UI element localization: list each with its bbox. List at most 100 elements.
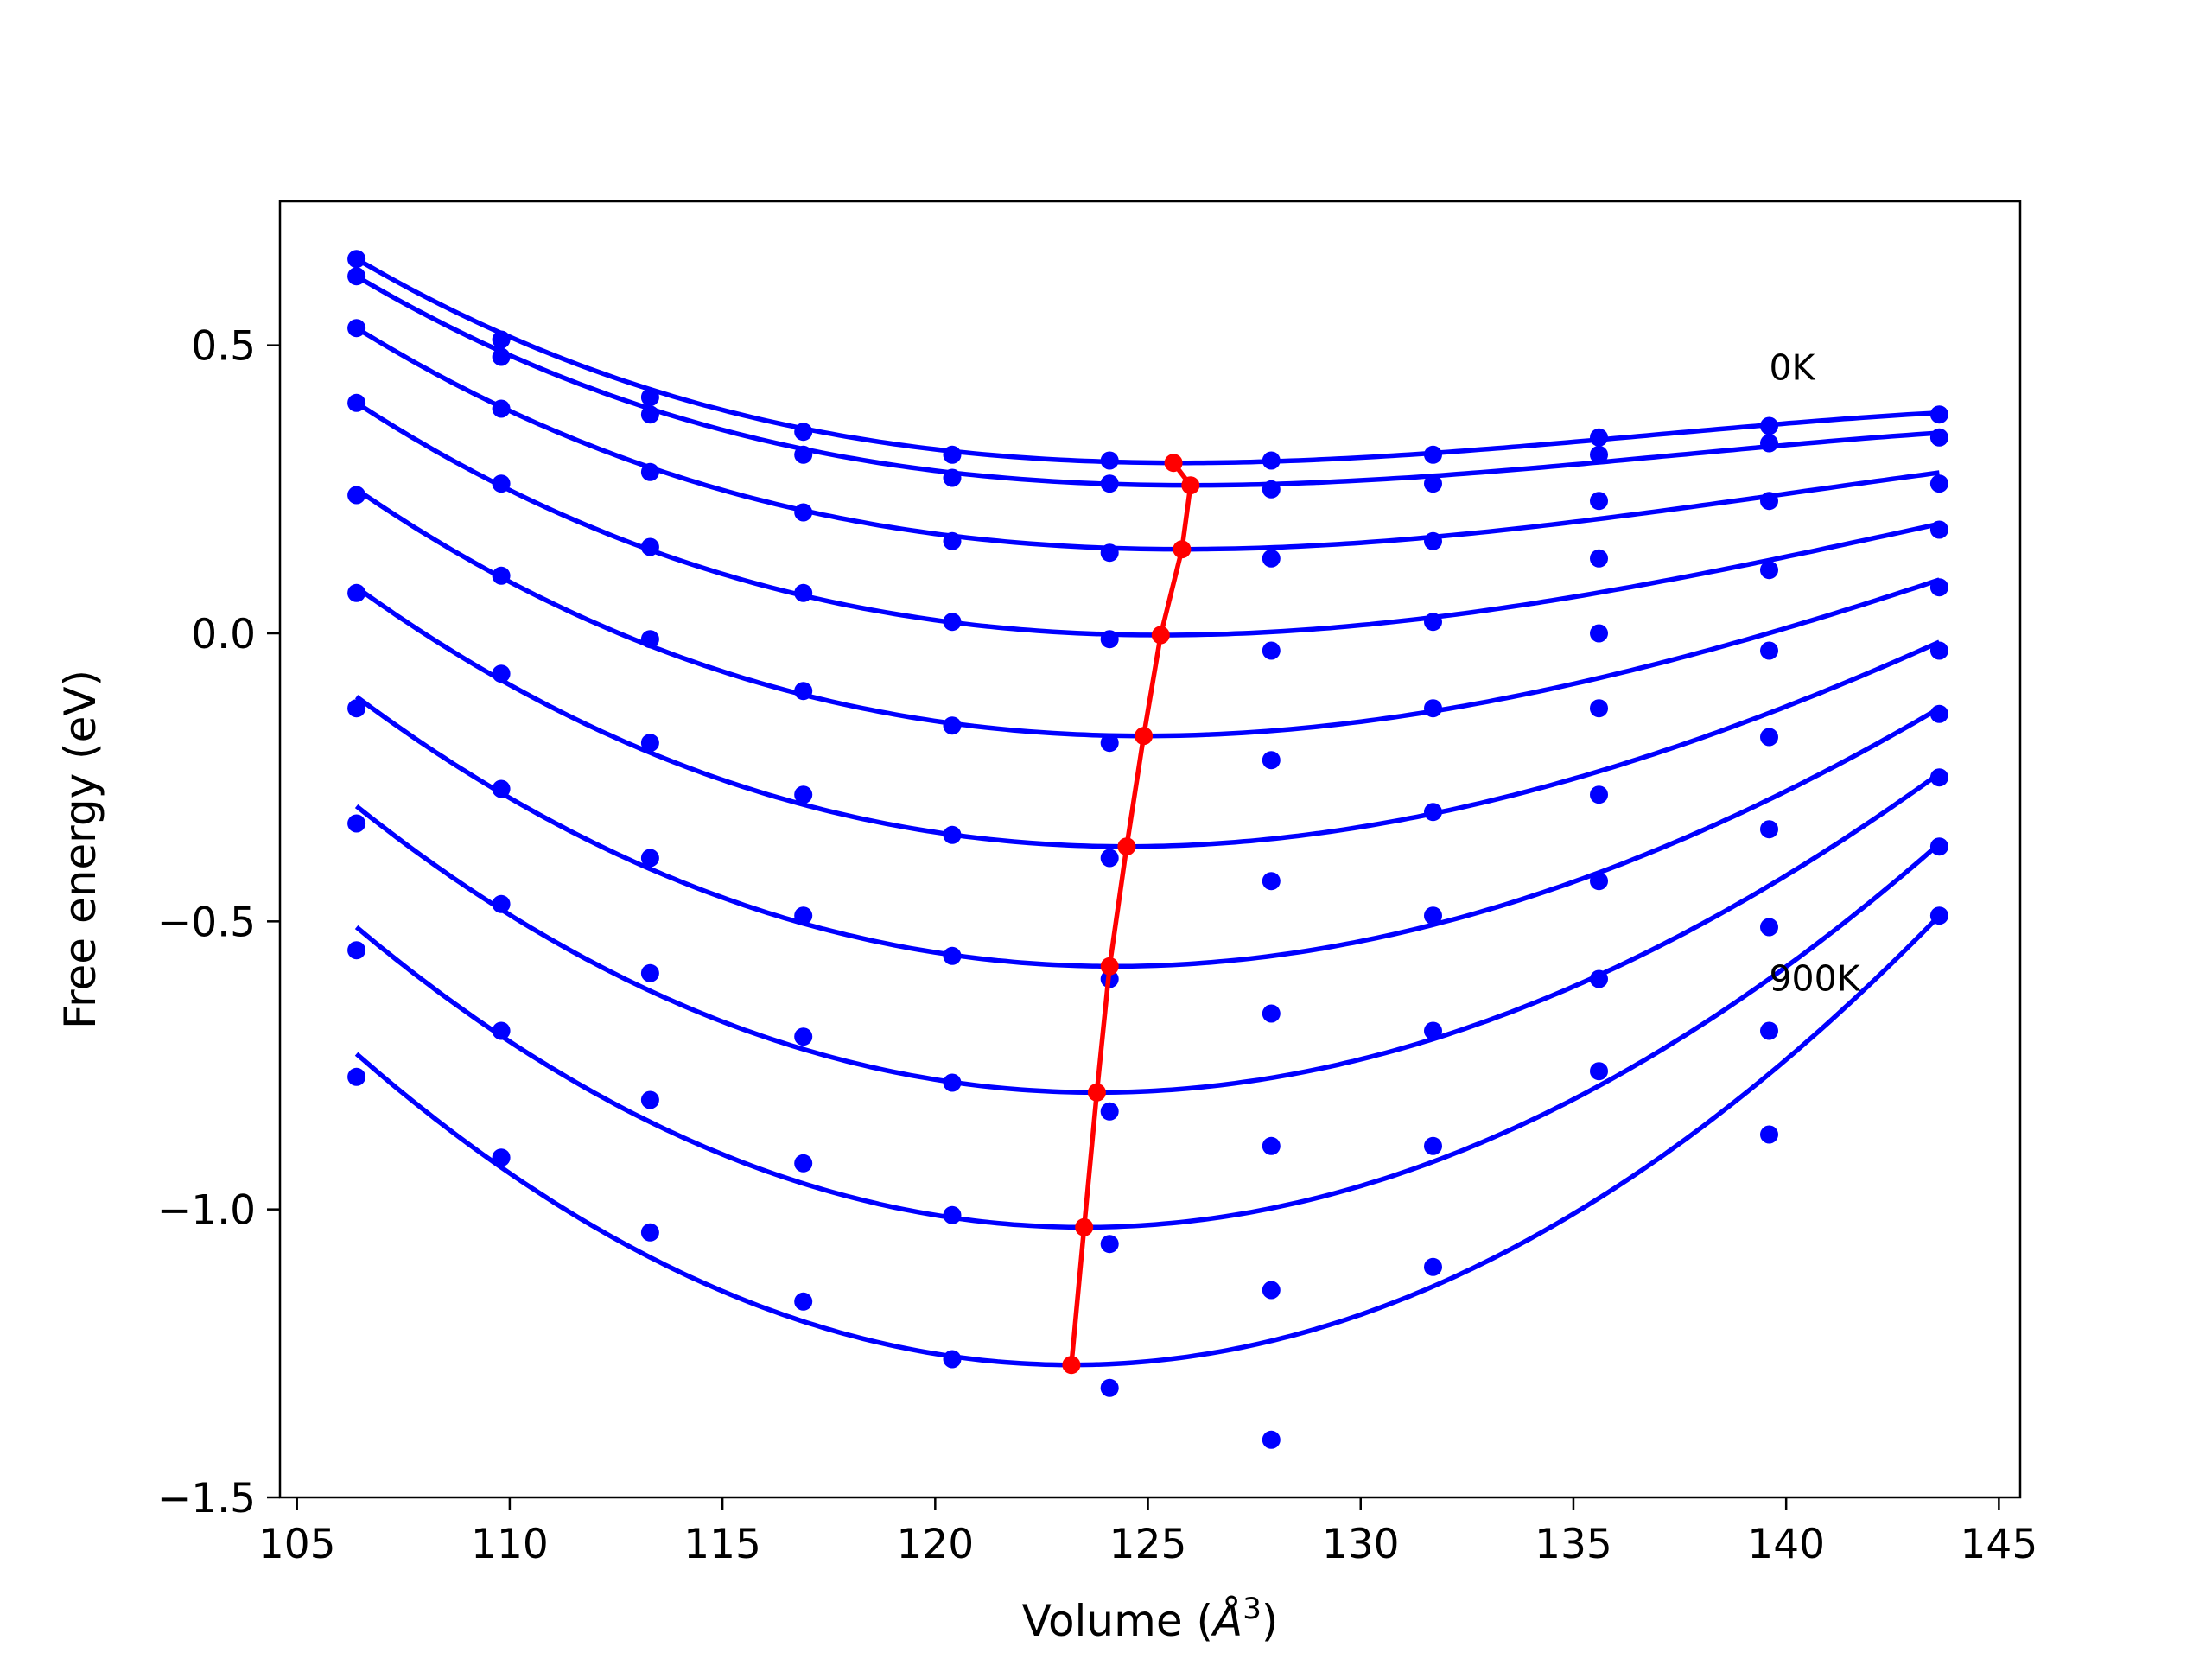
- data-point: [1929, 578, 1948, 597]
- fit-curve-2: [355, 326, 1940, 552]
- data-point: [1760, 1021, 1778, 1040]
- data-point: [943, 716, 962, 735]
- data-point: [1929, 906, 1948, 925]
- data-point: [1424, 474, 1442, 493]
- data-point: [1760, 641, 1778, 660]
- data-point: [943, 946, 962, 965]
- data-point: [794, 445, 813, 464]
- data-point: [1262, 1136, 1281, 1155]
- data-point: [1590, 872, 1608, 891]
- data-point: [640, 1090, 659, 1109]
- y-tick-label: −1.5: [157, 1475, 256, 1522]
- data-point: [492, 779, 511, 798]
- data-point: [492, 1021, 511, 1040]
- data-point: [1424, 699, 1442, 718]
- minimum-marker: [1164, 454, 1183, 473]
- fit-curve-1: [355, 274, 1940, 488]
- minimum-marker: [1173, 540, 1192, 559]
- data-point: [943, 468, 962, 487]
- data-point: [1424, 803, 1442, 822]
- data-point: [1760, 918, 1778, 937]
- data-point: [1100, 474, 1119, 493]
- data-point: [347, 486, 366, 505]
- data-point: [640, 630, 659, 649]
- data-point: [347, 319, 366, 338]
- data-point: [1760, 492, 1778, 511]
- data-point: [640, 388, 659, 407]
- y-axis: −1.5 −1.0 −0.5 0.0 0.5: [157, 323, 280, 1522]
- series-1-points: [347, 267, 1948, 499]
- data-point: [1100, 849, 1119, 868]
- data-point: [347, 583, 366, 602]
- x-tick-label: 135: [1535, 1521, 1612, 1568]
- series-2-points: [347, 319, 1948, 568]
- data-point: [1262, 1281, 1281, 1300]
- data-point: [1760, 1125, 1778, 1144]
- data-point: [1100, 1378, 1119, 1397]
- data-point: [492, 894, 511, 913]
- data-point: [943, 531, 962, 550]
- data-point: [640, 849, 659, 868]
- series-7-points: [347, 768, 1948, 1155]
- minima-markers: [1062, 454, 1200, 1375]
- minima-line: [1069, 461, 1193, 1365]
- y-tick-label: −1.0: [157, 1187, 256, 1235]
- data-point: [1929, 405, 1948, 424]
- x-tick-label: 120: [896, 1521, 974, 1568]
- data-point: [1760, 434, 1778, 453]
- minimum-marker: [1117, 837, 1136, 856]
- data-point: [1100, 734, 1119, 753]
- data-point: [492, 1148, 511, 1167]
- fit-curve-7: [354, 771, 1942, 1096]
- minimum-marker: [1075, 1217, 1094, 1236]
- minimum-marker: [1062, 1356, 1081, 1375]
- data-point: [640, 1223, 659, 1242]
- series-6-points: [347, 699, 1948, 1023]
- fit-curve-8: [354, 842, 1942, 1230]
- fit-curve-5: [355, 585, 1941, 849]
- minimum-marker: [1087, 1083, 1106, 1102]
- data-point: [1262, 641, 1281, 660]
- axes-frame: [278, 200, 2022, 1499]
- data-point: [1424, 1257, 1442, 1276]
- data-point: [492, 347, 511, 366]
- x-tick-label: 140: [1747, 1521, 1825, 1568]
- data-point: [1100, 1235, 1119, 1254]
- minimum-marker: [1181, 476, 1200, 495]
- series-4-points: [347, 486, 1948, 770]
- minimum-marker: [1100, 957, 1119, 976]
- series-3-points: [347, 393, 1948, 660]
- data-point: [1424, 906, 1442, 925]
- data-point: [1929, 520, 1948, 539]
- data-point: [1590, 969, 1608, 988]
- data-point: [1590, 492, 1608, 511]
- data-point: [492, 399, 511, 418]
- data-point: [347, 941, 366, 960]
- data-point: [347, 1067, 366, 1086]
- data-point: [1929, 428, 1948, 447]
- y-axis-title: Free energy (eV): [55, 670, 105, 1029]
- data-point: [794, 583, 813, 602]
- data-point: [1262, 1430, 1281, 1449]
- data-point: [347, 393, 366, 412]
- data-point: [1929, 641, 1948, 660]
- data-point: [1424, 1021, 1442, 1040]
- fit-curve-6: [354, 695, 1941, 969]
- data-point: [1590, 624, 1608, 643]
- minimum-marker: [1151, 626, 1170, 645]
- x-axis: 105 110 115 120 125 130 135 140 145: [258, 1497, 2037, 1568]
- data-point: [1760, 416, 1778, 435]
- data-point: [1262, 480, 1281, 499]
- data-point: [640, 963, 659, 982]
- data-point: [943, 1073, 962, 1092]
- data-point: [1262, 1004, 1281, 1023]
- data-point: [1424, 613, 1442, 632]
- data-point: [794, 682, 813, 701]
- data-point: [492, 330, 511, 349]
- data-point: [794, 785, 813, 804]
- series-5-points: [347, 583, 1948, 891]
- data-point: [347, 267, 366, 286]
- fit-curve-3: [355, 400, 1940, 638]
- data-point: [794, 1027, 813, 1046]
